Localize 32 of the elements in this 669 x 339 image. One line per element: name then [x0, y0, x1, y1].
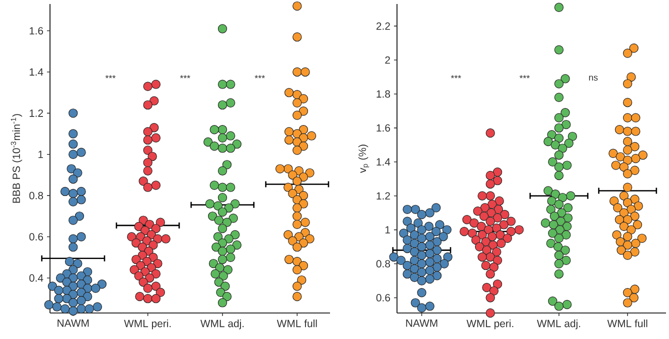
y-tick-label: 1.4 [376, 158, 390, 166]
x-tick-label: WML adj. [536, 320, 580, 330]
x-tick-label: WML full [276, 320, 317, 328]
y-tick-label: 1.2 [30, 110, 43, 117]
y-axis-title: BBB PS (10$^{-3}$min$^{-1}$) [10, 114, 22, 203]
y-tick-label: 1.6 [30, 27, 44, 34]
y-tick-label: 1.8 [376, 90, 390, 98]
annotation: *** [450, 75, 462, 78]
y-tick-label: 1 [385, 226, 390, 234]
x-tick-label: NAWM [58, 320, 89, 327]
x-tick-label: WML peri. [124, 320, 171, 330]
x-tick-label: WML peri. [466, 320, 514, 330]
y-tick-label: 1.4 [30, 68, 44, 76]
annotation: ns [589, 76, 598, 81]
annotation: *** [254, 75, 265, 78]
annotation: *** [105, 75, 116, 78]
x-tick-label: WML full [607, 320, 648, 328]
y-tick-label: 0.8 [29, 192, 44, 200]
y-tick-label: 1.6 [376, 124, 390, 132]
x-tick-label: WML adj. [200, 320, 244, 330]
annotation: *** [180, 75, 190, 78]
y-tick-label: 2 [385, 56, 390, 64]
x-tick-label: NAWM [406, 320, 438, 327]
y-tick-label: 1.2 [376, 192, 390, 200]
y-tick-label: 0.8 [376, 260, 390, 268]
y-tick-label: 0.4 [29, 274, 44, 282]
y-axis-title: v$_{p}$ (%) [358, 144, 370, 173]
annotation: *** [520, 75, 530, 78]
y-tick-label: 1 [38, 150, 43, 158]
y-tick-label: 0.6 [376, 294, 390, 302]
y-tick-label: 2.2 [376, 22, 390, 30]
y-tick-label: 0.6 [29, 233, 44, 240]
